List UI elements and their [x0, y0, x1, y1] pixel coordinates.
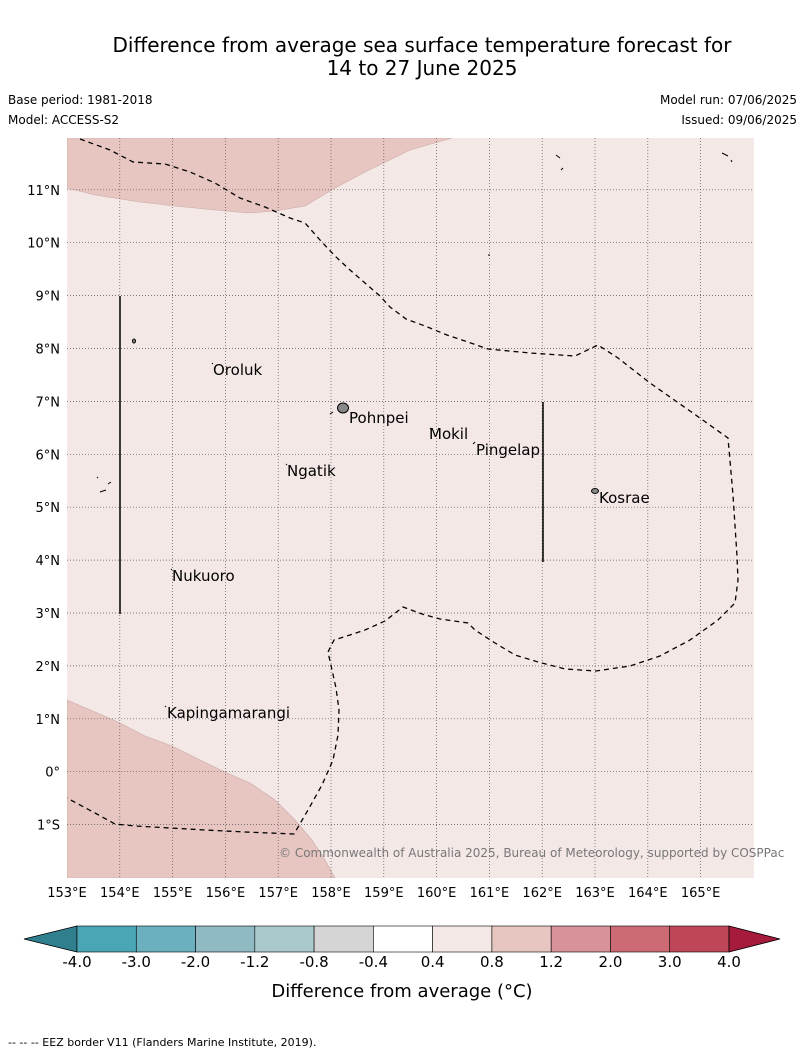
lat-label: 3°N	[36, 607, 61, 622]
island-small-west	[132, 338, 136, 344]
colorbar-segment	[432, 925, 493, 953]
colorbar-segment	[669, 925, 730, 953]
islands	[96, 152, 733, 708]
lon-label: 160°E	[417, 886, 457, 901]
colorbar-segment	[550, 925, 611, 953]
lon-label: 157°E	[258, 886, 298, 901]
place-label-kapingamarangi: Kapingamarangi	[167, 704, 290, 722]
colorbar-segment	[610, 925, 671, 953]
colorbar-tick-label: -3.0	[121, 953, 151, 971]
colorbar-segment	[195, 925, 256, 953]
lon-label: 158°E	[311, 886, 351, 901]
lat-label: 1°S	[37, 819, 60, 834]
eez-border-north	[67, 138, 739, 835]
colorbar-tick-label: -1.2	[240, 953, 270, 971]
lon-label: 155°E	[153, 886, 193, 901]
colorbar-extend-low	[23, 925, 78, 953]
colorbar	[23, 925, 781, 953]
lon-label: 156°E	[206, 886, 246, 901]
place-label-ngatik: Ngatik	[287, 462, 336, 480]
place-label-mokil: Mokil	[429, 425, 468, 443]
lon-label: 154°E	[100, 886, 140, 901]
colorbar-tick-label: 0.8	[479, 953, 504, 971]
lat-label: 6°N	[36, 448, 61, 463]
colorbar-segment	[135, 925, 196, 953]
lat-label: 5°N	[36, 501, 61, 516]
lat-label: 7°N	[36, 395, 61, 410]
place-label-oroluk: Oroluk	[213, 361, 262, 379]
lon-label: 159°E	[364, 886, 404, 901]
lat-label: 4°N	[36, 554, 61, 569]
lon-label: 163°E	[575, 886, 615, 901]
place-label-nukuoro: Nukuoro	[172, 567, 235, 585]
colorbar-segment	[76, 925, 137, 953]
lat-label: 11°N	[27, 184, 60, 199]
place-label-pohnpei: Pohnpei	[349, 409, 409, 427]
colorbar-segment	[373, 925, 433, 953]
colorbar-segment	[491, 925, 552, 953]
lat-label: 2°N	[36, 660, 61, 675]
colorbar-extend-high	[728, 925, 781, 953]
map: 11°N 10°N 9°N 8°N 7°N 6°N 5°N 4°N 3°N 2°N 1°N 0° 1°S…	[27, 138, 784, 901]
place-label-pingelap: Pingelap	[476, 441, 540, 459]
lat-label: 8°N	[36, 343, 61, 358]
lon-label: 165°E	[681, 886, 721, 901]
title-line-1: Difference from average sea surface temp…	[112, 33, 732, 57]
colorbar-tick-label: -4.0	[62, 953, 92, 971]
colorbar-tick-label: -2.0	[180, 953, 211, 971]
colorbar-tick-label: 3.0	[657, 953, 682, 971]
lat-label: 10°N	[27, 237, 60, 252]
lon-label: 161°E	[470, 886, 510, 901]
title-line-2: 14 to 27 June 2025	[326, 56, 518, 80]
colorbar-tick-label: 0.4	[420, 953, 445, 971]
lon-label: 162°E	[522, 886, 562, 901]
colorbar-tick-label: 2.0	[598, 953, 623, 971]
colorbar-tick-label: -0.8	[299, 953, 329, 971]
warm-anomaly-north	[67, 138, 453, 214]
latitude-labels: 11°N 10°N 9°N 8°N 7°N 6°N 5°N 4°N 3°N 2°N 1°N 0° 1°S	[27, 184, 60, 834]
longitude-labels: 153°E 154°E 155°E 156°E 157°E 158°E 159°E 160°E…	[47, 886, 720, 901]
lat-label: 9°N	[36, 290, 61, 305]
lon-label: 164°E	[628, 886, 668, 901]
colorbar-tick-label: -0.4	[358, 953, 388, 971]
island-kosrae	[591, 488, 599, 494]
copyright-text: © Commonwealth of Australia 2025, Bureau…	[279, 846, 784, 860]
colorbar-label: Difference from average (°C)	[271, 981, 533, 1002]
model-name: Model: ACCESS-S2	[8, 113, 120, 127]
warm-anomaly-southwest	[67, 699, 336, 878]
eez-legend-note: -- -- -- EEZ border V11 (Flanders Marine…	[8, 1036, 317, 1049]
lat-label: 0°	[45, 766, 60, 781]
model-run: Model run: 07/06/2025	[659, 93, 797, 107]
colorbar-segment	[254, 925, 315, 953]
colorbar-segment	[313, 925, 374, 953]
issued-date: Issued: 09/06/2025	[681, 113, 797, 127]
island-pohnpei	[337, 402, 349, 414]
place-label-kosrae: Kosrae	[599, 489, 650, 507]
lat-label: 1°N	[36, 713, 61, 728]
place-labels: Oroluk Pohnpei Mokil Pingelap Ngatik Kosrae Nu…	[167, 361, 650, 722]
colorbar-tick-label: 1.2	[539, 953, 564, 971]
base-period: Base period: 1981-2018	[8, 93, 153, 107]
lon-label: 153°E	[47, 886, 87, 901]
colorbar-tick-label: 4.0	[717, 953, 741, 971]
